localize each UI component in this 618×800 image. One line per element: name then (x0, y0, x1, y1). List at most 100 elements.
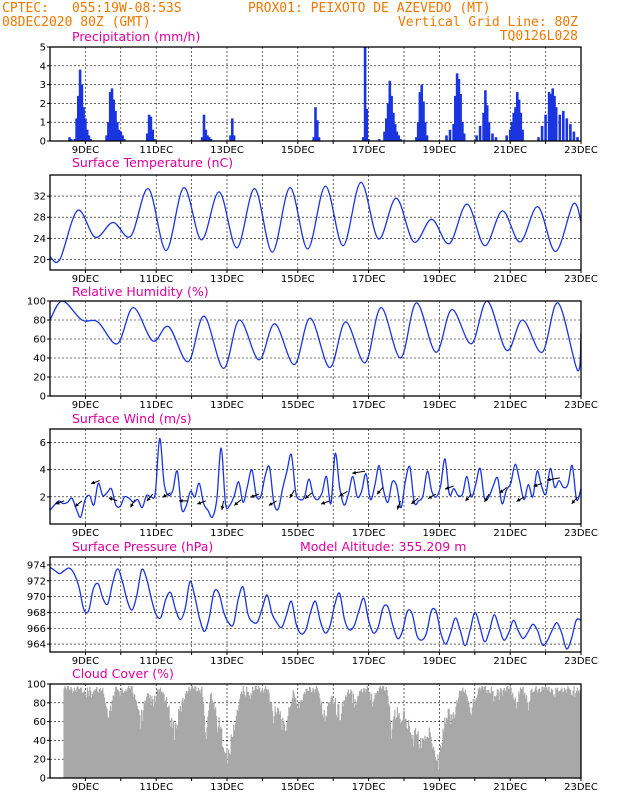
precip-bar (516, 92, 519, 141)
cloud-bar (290, 703, 293, 778)
cloud-bar (253, 690, 256, 778)
cloud-bar (490, 686, 492, 778)
cloud-bar (455, 706, 457, 778)
cloud-bar (106, 708, 108, 778)
y-tick-label: 20 (33, 755, 46, 766)
precip-bar (475, 135, 478, 141)
cloud-bar (250, 693, 252, 778)
pressure-title: Surface Pressure (hPa) (72, 539, 213, 554)
cloud-bar (232, 736, 234, 778)
cloud-bar (76, 687, 78, 778)
precip-bar (232, 135, 236, 141)
precip-bar (508, 129, 512, 141)
cloud-bar (244, 695, 246, 778)
cloud-bar (177, 724, 179, 778)
y-tick-label: 0 (40, 392, 46, 403)
cloud-bar (533, 691, 535, 778)
precip-bar (562, 110, 565, 141)
cloud-bar (571, 695, 573, 778)
y-tick-label: 100 (27, 297, 46, 308)
x-tick-label: 15DEC (281, 400, 315, 411)
precip-bar (69, 139, 73, 141)
cloud-bar (382, 685, 384, 778)
cloud-bar (554, 697, 556, 778)
cloud-bar (420, 738, 422, 778)
precip-bar (491, 133, 494, 141)
cloud-bar (497, 690, 499, 778)
cloud-bar (237, 710, 239, 778)
cloud-bar (243, 691, 245, 778)
cloud-bar (428, 727, 430, 778)
cloud-bar (364, 688, 366, 778)
cloud-bar (496, 689, 498, 778)
cloud-bar (298, 708, 300, 778)
cloud-bar (270, 701, 272, 778)
cloud-bar (361, 692, 363, 778)
cloud-bar (307, 690, 309, 778)
cloud-bar (182, 697, 184, 778)
cloud-bar (274, 706, 276, 778)
y-tick-label: 80 (33, 698, 46, 709)
precip-bar (316, 120, 319, 141)
cloud-bar (411, 738, 413, 778)
precip-bar (85, 129, 89, 141)
cloud-bar (175, 723, 177, 778)
cloud-bar (532, 691, 535, 778)
cloud-bar (435, 760, 437, 778)
cloud-bar (330, 698, 332, 778)
cloud-bar (453, 718, 455, 778)
wind-arrow-head (197, 501, 202, 505)
cloud-bar (271, 703, 273, 778)
cloud-bar (127, 687, 129, 778)
cloud-bar (308, 690, 310, 778)
cloud-bar (271, 711, 274, 778)
cloud-bar (354, 699, 356, 778)
cloud-bar (333, 703, 335, 778)
cloud-bar (434, 756, 436, 778)
cloud-bar (255, 685, 257, 778)
cloud-bar (569, 689, 571, 778)
cloud-bar (476, 697, 478, 778)
cloud-bar (123, 691, 125, 778)
cloud-bar (167, 706, 169, 778)
cloud-bar (81, 693, 83, 778)
y-tick-label: 20 (33, 255, 46, 266)
cloud-bar (416, 734, 418, 778)
cloud-bar (430, 737, 432, 778)
cloud-bar (242, 685, 244, 778)
y-tick-label: 40 (33, 354, 46, 365)
cloud-bar (85, 697, 88, 778)
x-tick-label: 17DEC (352, 528, 386, 539)
precip-bar (399, 139, 402, 141)
precip-bar (393, 124, 397, 141)
cloud-bar (312, 687, 314, 778)
cloud-bar (495, 695, 498, 778)
y-tick-label: 24 (33, 234, 46, 245)
cloud-bar (195, 686, 197, 778)
cloud-bar (323, 709, 325, 778)
cloud-bar (420, 747, 423, 778)
cloud-bar (558, 690, 560, 778)
y-tick-label: 60 (33, 335, 46, 346)
cloud-bar (297, 703, 299, 778)
cloud-bar (300, 700, 302, 778)
cloud-bar (303, 692, 305, 778)
cloud-bar (122, 693, 125, 778)
header-date: 08DEC2020 80Z (GMT) (2, 15, 151, 30)
wind-arrow-head (465, 497, 470, 501)
cloud-bar (185, 691, 187, 778)
cloud-bar (578, 692, 580, 778)
cloud-bar (269, 701, 271, 778)
cloud-bar (197, 687, 200, 778)
cloud-bar (171, 727, 174, 778)
cloud-bar (112, 695, 114, 778)
precip-bar (457, 79, 461, 141)
precip-bar (423, 122, 427, 141)
cloud-bar (394, 709, 396, 778)
precip-bar (484, 90, 487, 141)
cloud-bar (264, 688, 266, 778)
cloud-bar (118, 691, 120, 778)
panel-frame (49, 556, 582, 653)
cloud-bar (351, 691, 353, 778)
cloud-bar (102, 687, 104, 778)
